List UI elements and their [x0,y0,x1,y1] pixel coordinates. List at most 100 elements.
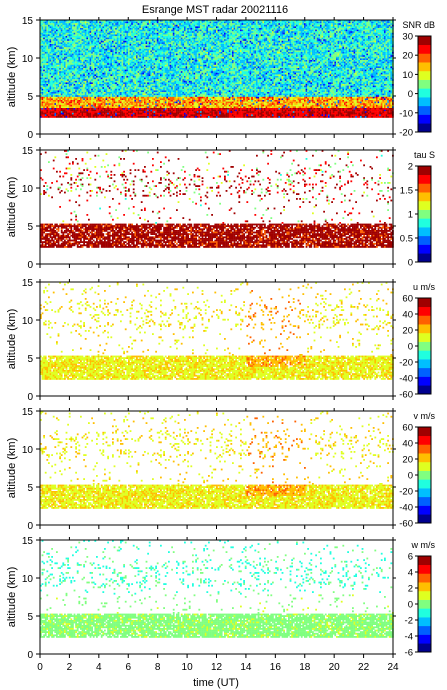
colorbar-tick-label: -10 [399,108,413,119]
x-tick-label: 4 [96,662,102,673]
x-tick-label: 22 [358,662,370,673]
colorbar-segment [418,608,431,617]
colorbar-segment [418,427,431,436]
heatmap-cells [40,20,394,118]
colorbar-segment [418,617,431,626]
y-axis-title: altitude (km) [6,567,18,628]
heatmap-cells [40,150,394,248]
colorbar-tick-label: 2 [408,162,413,173]
y-tick-label: 15 [22,16,34,27]
y-tick-label: 15 [22,407,34,418]
colorbar-label: SNR dB [402,20,435,30]
colorbar-segment [418,643,431,652]
colorbar-tick-label: -2 [405,616,413,627]
chart-title: Esrange MST radar 20021116 [142,4,288,16]
colorbar-tick-label: 40 [402,439,413,450]
x-tick-label: 8 [155,662,161,673]
y-axis-title: altitude (km) [6,438,18,499]
y-tick-label: 0 [27,130,33,141]
y-tick-label: 5 [27,612,33,623]
y-tick-label: 10 [22,574,34,585]
colorbar-segment [418,62,431,71]
colorbar-segment [418,253,431,262]
colorbar-segment [418,556,431,565]
x-tick-label: 14 [240,662,252,673]
y-tick-label: 5 [27,222,33,233]
colorbar-segment [418,218,431,227]
colorbar-label: v m/s [414,411,436,421]
colorbar-segment [418,565,431,574]
colorbar-tick-label: 0 [408,471,413,482]
colorbar-tick-label: 20 [402,51,413,62]
colorbar-segment [418,298,431,307]
colorbar-segment [418,245,431,254]
colorbar-segment [418,97,431,106]
colorbar-tick-label: -20 [399,487,413,498]
colorbar-segment [418,210,431,219]
colorbar-tick-label: 40 [402,310,413,321]
colorbar-segment [418,333,431,342]
x-tick-label: 20 [329,662,341,673]
colorbar-segment [418,582,431,591]
colorbar-tick-label: -20 [399,128,413,139]
x-tick-label: 16 [270,662,282,673]
y-tick-label: 15 [22,146,34,157]
colorbar-segment [418,350,431,359]
colorbar-tick-label: 1 [408,210,413,221]
colorbar-segment [418,71,431,80]
colorbar-tick-label: 4 [408,568,413,579]
colorbar-tick-label: 0.5 [400,234,413,245]
y-tick-label: 10 [22,54,34,65]
colorbar-tick-label: 0 [408,600,413,611]
colorbar-tick-label: 60 [402,423,413,434]
colorbar-segment [418,385,431,394]
y-axis-title: altitude (km) [6,309,18,370]
x-tick-label: 10 [182,662,194,673]
colorbar-segment [418,514,431,523]
colorbar-segment [418,53,431,62]
colorbar-label: w m/s [411,540,436,550]
y-tick-label: 15 [22,536,34,547]
x-tick-label: 24 [387,662,399,673]
colorbar-segment [418,324,431,333]
colorbar-segment [418,115,431,124]
colorbar-segment [418,88,431,97]
colorbar-segment [418,600,431,609]
colorbar-segment [418,166,431,175]
colorbar-segment [418,236,431,245]
colorbar-segment [418,444,431,453]
colorbar-tick-label: -6 [405,648,413,659]
x-tick-label: 0 [37,662,43,673]
y-tick-label: 5 [27,483,33,494]
colorbar-tick-label: 2 [408,584,413,595]
colorbar-segment [418,123,431,132]
colorbar-segment [418,436,431,445]
x-tick-label: 18 [299,662,311,673]
colorbar-segment [418,573,431,582]
y-tick-label: 5 [27,92,33,103]
colorbar-segment [418,201,431,210]
colorbar-label: u m/s [413,282,436,292]
colorbar-segment [418,497,431,506]
y-tick-label: 10 [22,445,34,456]
colorbar-tick-label: -40 [399,374,413,385]
colorbar-segment [418,36,431,45]
colorbar-segment [418,471,431,480]
colorbar-segment [418,192,431,201]
colorbar-tick-label: 1.5 [400,186,413,197]
colorbar-segment [418,488,431,497]
x-tick-label: 12 [211,662,223,673]
colorbar-segment [418,377,431,386]
colorbar-segment [418,342,431,351]
colorbar-tick-label: 60 [402,294,413,305]
colorbar-label: tau S [414,150,435,160]
colorbar-segment [418,315,431,324]
colorbar-tick-label: -40 [399,503,413,514]
y-tick-label: 0 [27,521,33,532]
heatmap-cells [40,282,394,380]
colorbar-tick-label: 0 [408,258,413,269]
colorbar-segment [418,462,431,471]
colorbar-tick-label: 20 [402,326,413,337]
